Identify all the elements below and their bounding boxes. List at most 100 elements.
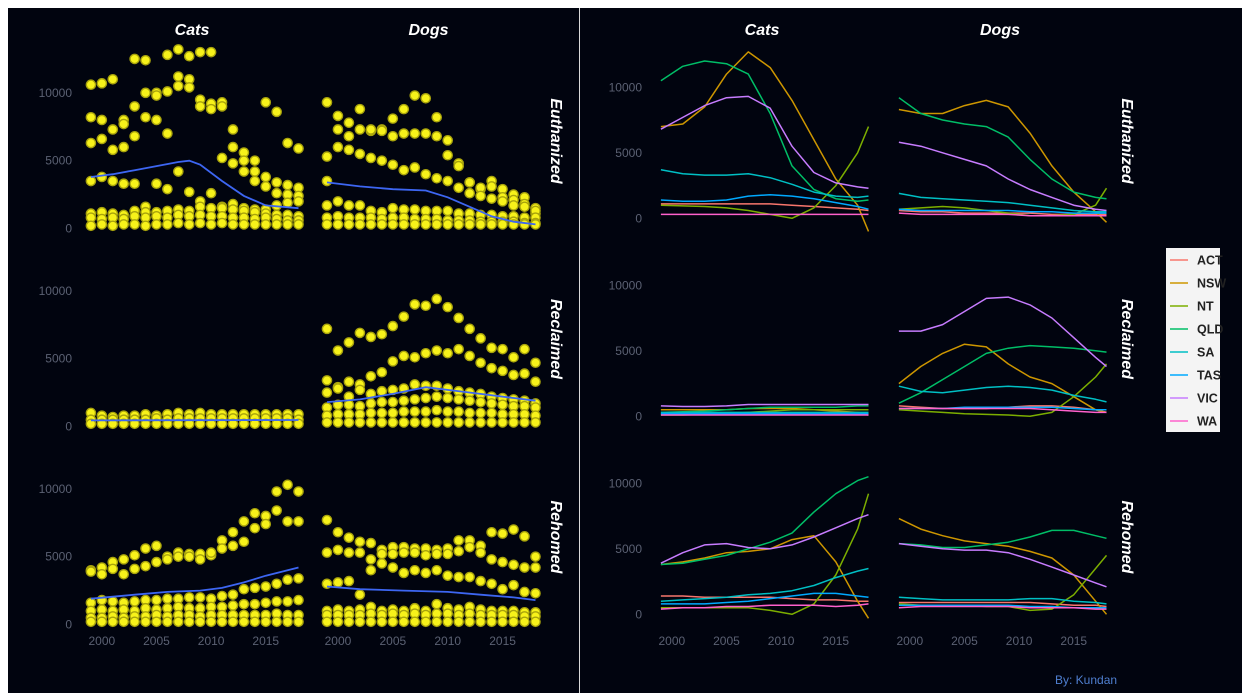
scatter-point xyxy=(96,418,108,430)
scatter-point xyxy=(332,544,344,556)
scatter-point xyxy=(431,391,443,402)
series-line-sa xyxy=(660,567,869,602)
scatter-point xyxy=(365,407,377,419)
scatter-point xyxy=(365,564,377,576)
scatter-point xyxy=(431,293,443,305)
scatter-point xyxy=(530,376,541,388)
scatter-point xyxy=(96,569,108,580)
scatter-strip-cats: Cats xyxy=(175,22,210,39)
scatter-point xyxy=(398,417,410,428)
scatter-panel-dogs-rehomed xyxy=(321,514,541,628)
scatter-point xyxy=(293,143,304,154)
scatter-xtick-dogs-2000: 2000 xyxy=(325,634,352,648)
line-ytick-rehomed-5000: 5000 xyxy=(615,542,642,556)
scatter-point xyxy=(442,406,454,417)
scatter-point xyxy=(151,178,162,190)
scatter-point xyxy=(118,569,130,580)
scatter-point xyxy=(519,343,530,355)
scatter-point xyxy=(519,417,530,428)
series-line-wa xyxy=(660,603,869,610)
scatter-xtick-cats-2000: 2000 xyxy=(89,634,116,648)
scatter-point xyxy=(140,220,151,232)
scatter-point xyxy=(464,219,475,230)
scatter-point xyxy=(464,177,475,188)
series-line-qld xyxy=(660,475,869,566)
scatter-point xyxy=(453,535,464,546)
scatter-point xyxy=(140,616,151,628)
legend-label-qld: QLD xyxy=(1197,323,1223,337)
scatter-point xyxy=(227,616,239,628)
scatter-point xyxy=(398,164,410,176)
series-line-nsw xyxy=(660,407,869,415)
scatter-point xyxy=(343,376,355,388)
scatter-point xyxy=(475,616,486,628)
scatter-point xyxy=(409,299,421,310)
scatter-ytick-euthanized-0: 0 xyxy=(65,222,72,236)
scatter-point xyxy=(486,362,497,374)
scatter-point xyxy=(271,616,282,628)
scatter-point xyxy=(453,219,464,230)
scatter-point xyxy=(332,196,344,207)
scatter-point xyxy=(332,219,344,230)
line-xtick-dogs-2010: 2010 xyxy=(1006,634,1033,648)
scatter-point xyxy=(260,597,272,609)
scatter-point xyxy=(162,49,173,61)
scatter-point xyxy=(107,596,119,607)
scatter-point xyxy=(173,80,184,92)
scatter-point xyxy=(282,197,293,209)
scatter-strip-rehomed: Rehomed xyxy=(547,501,564,575)
line-facet-chart: Cats Dogs Euthanized Reclaimed Rehomed 0 5000 1… xyxy=(609,22,1135,648)
scatter-point xyxy=(293,418,304,430)
series-line-nsw xyxy=(898,343,1107,414)
scatter-point xyxy=(453,571,464,583)
series-line-qld xyxy=(660,405,869,414)
scatter-point xyxy=(354,103,366,115)
scatter-point xyxy=(398,547,410,558)
scatter-point xyxy=(227,124,239,135)
scatter-point xyxy=(96,219,108,230)
scatter-xtick-cats-2010: 2010 xyxy=(198,634,225,648)
scatter-point xyxy=(321,514,333,526)
series-line-vic xyxy=(898,141,1107,212)
scatter-point xyxy=(321,175,333,187)
scatter-point xyxy=(453,312,464,324)
scatter-point xyxy=(420,616,432,628)
scatter-point xyxy=(140,560,151,572)
scatter-point xyxy=(420,128,432,139)
scatter-point xyxy=(140,54,151,66)
scatter-xtick-dogs-2015: 2015 xyxy=(489,634,516,648)
scatter-point xyxy=(398,350,410,362)
scatter-point xyxy=(365,616,377,628)
scatter-point xyxy=(409,162,421,173)
scatter-point xyxy=(118,141,130,153)
scatter-point xyxy=(85,566,97,577)
scatter-point xyxy=(409,564,421,576)
scatter-point xyxy=(475,357,486,369)
scatter-point xyxy=(442,548,454,560)
scatter-point xyxy=(420,92,432,104)
scatter-point xyxy=(376,219,388,230)
scatter-point xyxy=(282,516,293,527)
scatter-point xyxy=(260,181,272,192)
scatter-point xyxy=(282,596,293,607)
scatter-point xyxy=(162,183,173,195)
legend-label-act: ACT xyxy=(1197,254,1223,268)
scatter-point xyxy=(519,586,530,598)
scatter-point xyxy=(271,578,282,590)
scatter-point xyxy=(442,347,454,359)
scatter-point xyxy=(129,563,140,575)
scatter-point xyxy=(293,516,304,527)
scatter-point xyxy=(216,101,228,112)
scatter-point xyxy=(508,616,519,628)
scatter-point xyxy=(486,578,497,590)
scatter-point xyxy=(205,418,217,430)
series-line-sa xyxy=(898,596,1107,605)
scatter-point xyxy=(431,111,443,123)
trend-line xyxy=(326,585,536,601)
scatter-point xyxy=(194,418,206,430)
scatter-point xyxy=(118,118,130,130)
scatter-point xyxy=(96,114,108,126)
series-line-nsw xyxy=(898,99,1108,223)
scatter-point xyxy=(431,616,443,628)
scatter-point xyxy=(85,418,97,430)
